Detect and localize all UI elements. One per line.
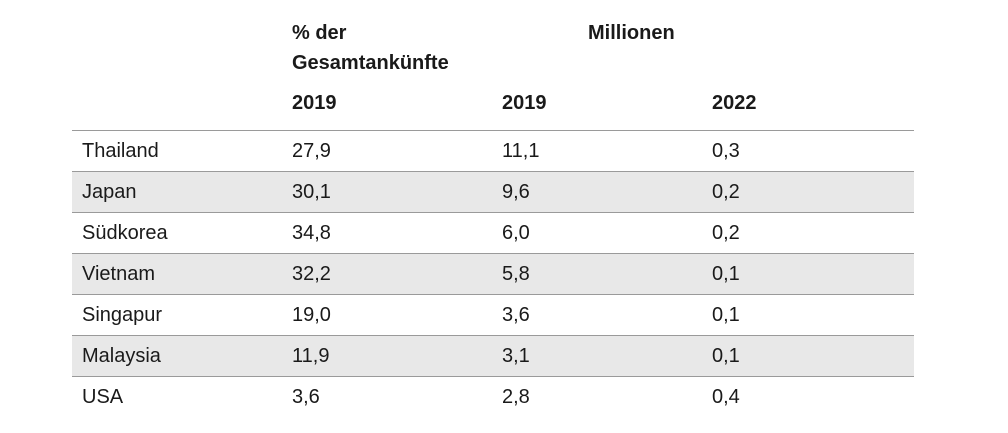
cell-millions-2022: 0,4: [712, 386, 740, 408]
cell-country: Thailand: [82, 140, 159, 162]
column-heading-millions-2019: 2019: [502, 92, 547, 114]
column-group-millions-heading: Millionen: [588, 22, 675, 44]
column-heading-share-2019: 2019: [292, 92, 337, 114]
column-group-share-line2: Gesamtankünfte: [292, 52, 449, 74]
cell-millions-2022: 0,1: [712, 304, 740, 326]
table-row: Südkorea 34,8 6,0 0,2: [72, 213, 914, 254]
cell-country: Singapur: [82, 304, 163, 326]
cell-millions-2022: 0,3: [712, 140, 740, 162]
cell-country: Malaysia: [82, 345, 161, 367]
cell-millions-2022: 0,2: [712, 222, 740, 244]
table-row: USA 3,6 2,8 0,4: [72, 377, 914, 417]
cell-share-2019: 27,9: [292, 140, 331, 162]
column-group-share-heading: % der Gesamtankünfte: [292, 18, 449, 78]
table-row: Vietnam 32,2 5,8 0,1: [72, 254, 914, 295]
cell-millions-2019: 3,1: [502, 345, 530, 367]
cell-share-2019: 32,2: [292, 263, 331, 285]
cell-millions-2019: 2,8: [502, 386, 530, 408]
cell-millions-2022: 0,1: [712, 345, 740, 367]
cell-share-2019: 30,1: [292, 181, 331, 203]
table-row: Thailand 27,9 11,1 0,3: [72, 131, 914, 172]
cell-millions-2019: 11,1: [502, 140, 540, 162]
cell-share-2019: 3,6: [292, 386, 320, 408]
cell-millions-2019: 3,6: [502, 304, 530, 326]
cell-millions-2019: 6,0: [502, 222, 530, 244]
cell-millions-2019: 9,6: [502, 181, 530, 203]
cell-share-2019: 34,8: [292, 222, 331, 244]
cell-millions-2022: 0,2: [712, 181, 740, 203]
table-row: Singapur 19,0 3,6 0,1: [72, 295, 914, 336]
column-heading-millions-2022: 2022: [712, 92, 757, 114]
column-group-share-line1: % der: [292, 22, 347, 44]
data-table: Thailand 27,9 11,1 0,3 Japan 30,1 9,6 0,…: [72, 130, 914, 417]
table-row: Japan 30,1 9,6 0,2: [72, 172, 914, 213]
cell-millions-2019: 5,8: [502, 263, 530, 285]
cell-share-2019: 19,0: [292, 304, 331, 326]
table-row: Malaysia 11,9 3,1 0,1: [72, 336, 914, 377]
cell-millions-2022: 0,1: [712, 263, 740, 285]
cell-country: USA: [82, 386, 124, 408]
cell-country: Japan: [82, 181, 137, 203]
cell-share-2019: 11,9: [292, 345, 330, 367]
cell-country: Südkorea: [82, 222, 168, 244]
table-header: % der Gesamtankünfte Millionen 2019 2019…: [0, 0, 1008, 130]
cell-country: Vietnam: [82, 263, 156, 285]
